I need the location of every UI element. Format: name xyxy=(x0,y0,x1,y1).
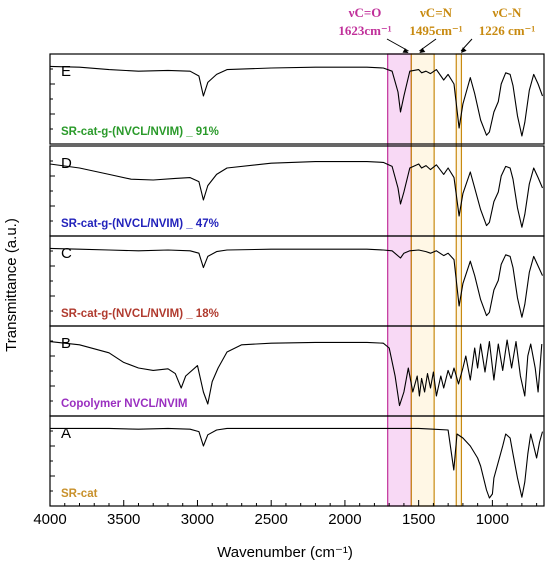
band-wavenumber: 1623cm⁻¹ xyxy=(338,23,391,38)
panel-letter: E xyxy=(61,63,71,80)
x-tick-label: 1000 xyxy=(476,511,509,528)
band-label: νC=N xyxy=(419,5,453,20)
panel-label: SR-cat-g-(NVCL/NVIM) _ 18% xyxy=(61,308,219,320)
panel-B: B Copolymer NVCL/NVIM xyxy=(49,325,545,417)
band-label: νC-N xyxy=(492,5,523,20)
x-axis: 4000 3500 3000 2500 2000 1500 1000 xyxy=(33,500,538,528)
panel-frame xyxy=(49,415,545,507)
spectrum-line-B xyxy=(49,339,543,407)
spectrum-line-E xyxy=(49,65,544,137)
band-label: νC=O xyxy=(348,5,382,20)
x-axis-label: Wavenumber (cm⁻¹) xyxy=(217,544,353,561)
panel-E: E SR-cat-g-(NVCL/NVIM) _ 91% xyxy=(49,53,545,145)
x-tick-label: 3500 xyxy=(107,511,140,528)
band-annotations: νC=O 1623cm⁻¹ νC=N 1495cm⁻¹ νC-N 1226 cm⁻¹ xyxy=(338,5,535,53)
highlight-bands xyxy=(387,53,463,507)
panel-label: SR-cat-g-(NVCL/NVIM) _ 91% xyxy=(61,126,219,138)
spectrum-line-D xyxy=(49,161,544,228)
x-tick-label: 1500 xyxy=(402,511,435,528)
y-axis-label: Transmittance (a.u.) xyxy=(3,218,20,352)
spectrum-line-A xyxy=(50,427,544,499)
panel-C: C SR-cat-g-(NVCL/NVIM) _ 18% xyxy=(49,235,545,327)
annotation-arrowhead xyxy=(402,48,409,53)
panel-label: SR-cat xyxy=(61,488,98,500)
panel-D: D SR-cat-g-(NVCL/NVIM) _ 47% xyxy=(49,145,545,237)
x-tick-label: 2500 xyxy=(255,511,288,528)
annotation-arrowhead xyxy=(419,47,426,53)
panel-A: A SR-cat xyxy=(49,415,545,507)
panels: E SR-cat-g-(NVCL/NVIM) _ 91% D SR-cat-g-(NV… xyxy=(49,53,545,507)
panel-letter: D xyxy=(61,155,72,172)
x-tick-label: 4000 xyxy=(33,511,66,528)
panel-letter: C xyxy=(61,245,72,262)
panel-label: SR-cat-g-(NVCL/NVIM) _ 47% xyxy=(61,218,219,230)
band-1 xyxy=(387,53,412,507)
x-tick-label: 2000 xyxy=(328,511,361,528)
panel-label: Copolymer NVCL/NVIM xyxy=(61,398,188,410)
x-tick-label: 3000 xyxy=(181,511,214,528)
spectrum-line-C xyxy=(49,247,543,318)
band-2 xyxy=(410,53,435,507)
band-wavenumber: 1495cm⁻¹ xyxy=(409,23,462,38)
panel-letter: B xyxy=(61,335,71,352)
annotation-arrowhead xyxy=(461,47,467,53)
panel-letter: A xyxy=(61,425,71,442)
band-wavenumber: 1226 cm⁻¹ xyxy=(479,23,536,38)
